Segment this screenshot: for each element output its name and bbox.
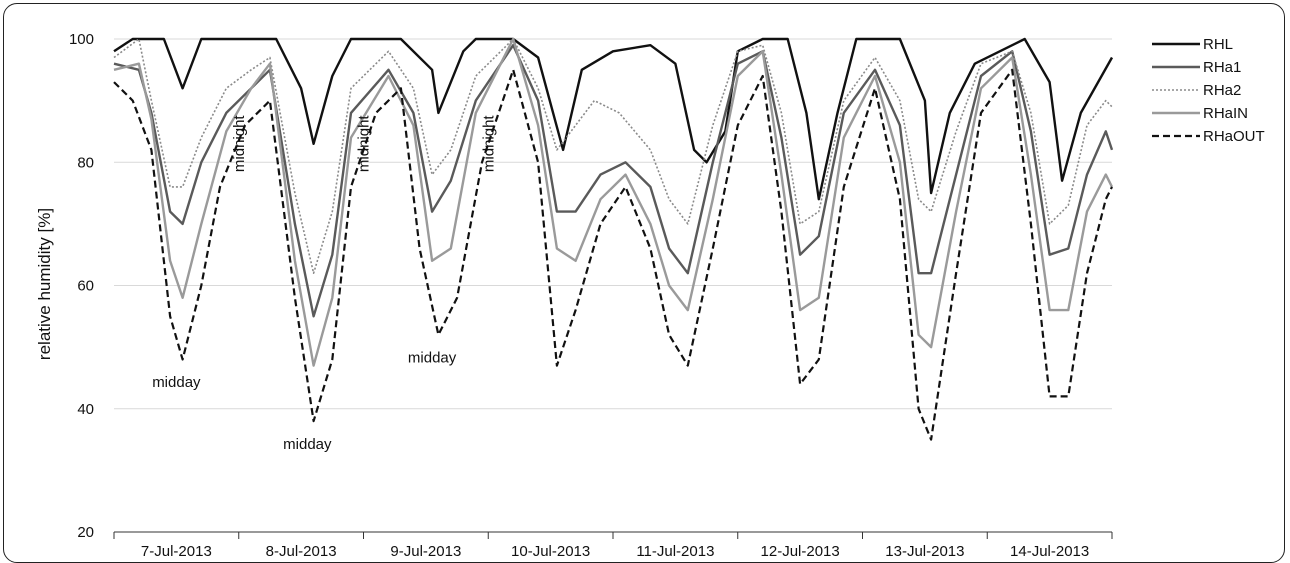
- legend-label: RHa1: [1203, 59, 1241, 76]
- y-axis-label: relative humidity [%]: [35, 208, 54, 360]
- legend-label: RHaIN: [1203, 105, 1248, 122]
- y-tick-label: 20: [77, 524, 94, 541]
- legend: RHL RHa1 RHa2 RHaIN RHaOUT: [1152, 36, 1265, 145]
- annotation-midnight: midnight: [356, 115, 373, 173]
- series-line-rha2: [113, 38, 1113, 274]
- x-tick-label: 14-Jul-2013: [1010, 543, 1089, 560]
- x-tick-label: 9-Jul-2013: [390, 543, 461, 560]
- series-line-rhain: [113, 37, 1114, 367]
- legend-label: RHa2: [1203, 82, 1241, 99]
- annotation-midday: midday: [152, 374, 201, 391]
- y-tick-label: 60: [77, 278, 94, 295]
- x-tick-label: 8-Jul-2013: [266, 543, 337, 560]
- annotation-midday: midday: [408, 350, 457, 367]
- y-tick-label: 40: [77, 401, 94, 418]
- annotations: midday midday midday midnight midnight midnig…: [152, 115, 497, 453]
- annotation-midnight: midnight: [480, 115, 497, 173]
- x-tick-label: 12-Jul-2013: [761, 543, 840, 560]
- series-line-rhl: [113, 37, 1114, 201]
- grid-lines: [114, 38, 1112, 410]
- chart-frame: 20 40 60 80 100 7-Jul-2013 8-Jul-2013 9-Jul-201…: [3, 3, 1285, 563]
- series-line-rhaout: [113, 68, 1113, 441]
- axes: 20 40 60 80 100 7-Jul-2013 8-Jul-2013 9-Jul-201…: [69, 31, 1113, 560]
- y-tick-label: 80: [77, 154, 94, 171]
- annotation-midnight: midnight: [231, 115, 248, 173]
- x-tick-label: 10-Jul-2013: [511, 543, 590, 560]
- legend-label: RHL: [1203, 36, 1233, 53]
- series-lines: [113, 37, 1114, 441]
- legend-label: RHaOUT: [1203, 128, 1265, 145]
- x-tick-label: 7-Jul-2013: [141, 543, 212, 560]
- y-tick-label: 100: [69, 31, 94, 48]
- x-tick-label: 11-Jul-2013: [636, 543, 714, 560]
- x-tick-label: 13-Jul-2013: [885, 543, 964, 560]
- series-line-rha1: [113, 44, 1114, 318]
- humidity-line-chart: 20 40 60 80 100 7-Jul-2013 8-Jul-2013 9-Jul-201…: [35, 31, 1265, 560]
- annotation-midday: midday: [283, 436, 332, 453]
